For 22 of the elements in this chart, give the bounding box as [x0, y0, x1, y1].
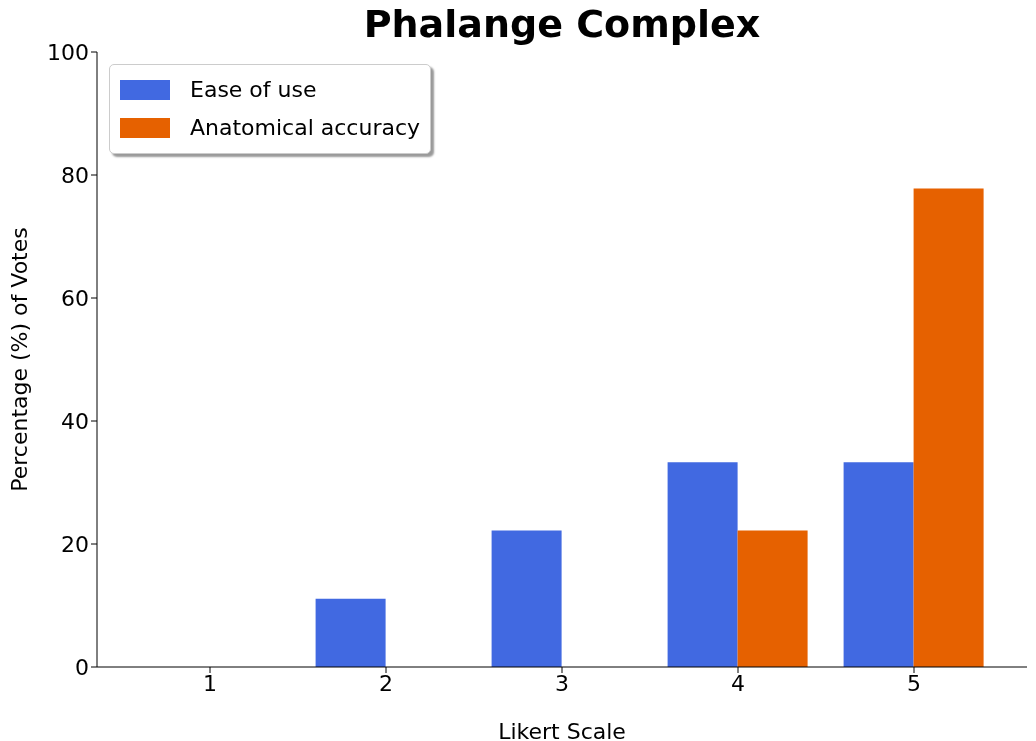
y-tick-label: 80: [61, 162, 89, 188]
x-axis-title: Likert Scale: [498, 719, 626, 741]
y-tick-label: 0: [75, 654, 89, 680]
y-tick-label: 40: [61, 408, 89, 434]
x-tick-label: 1: [203, 670, 217, 696]
x-tick-label: 5: [907, 670, 921, 696]
y-axis-title: Percentage (%) of Votes: [6, 227, 32, 492]
y-tick-label: 20: [61, 531, 89, 557]
chart-title: Phalange Complex: [362, 2, 762, 46]
bar: [843, 462, 914, 667]
legend-label: Anatomical accuracy: [190, 114, 421, 142]
y-tick-label: 60: [61, 285, 89, 311]
x-tick-label: 4: [731, 670, 745, 696]
legend-label: Ease of use: [190, 76, 317, 104]
bar: [913, 188, 984, 667]
x-tick-label: 3: [555, 670, 569, 696]
y-tick-label: 100: [47, 39, 89, 65]
bar: [315, 598, 386, 667]
bar: [667, 462, 738, 667]
bar: [737, 530, 808, 667]
bar: [491, 530, 562, 667]
x-tick-label: 2: [379, 670, 393, 696]
